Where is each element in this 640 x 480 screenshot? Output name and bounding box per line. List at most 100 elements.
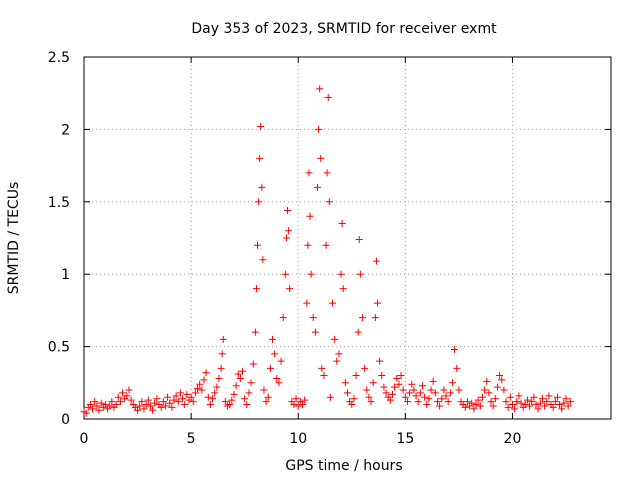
data-point	[551, 398, 559, 406]
data-point	[365, 393, 373, 401]
data-point	[146, 402, 154, 410]
data-point	[138, 398, 146, 406]
data-point	[487, 398, 495, 406]
data-point	[476, 402, 484, 410]
data-point	[560, 399, 568, 407]
data-point	[164, 393, 172, 401]
data-point	[406, 389, 414, 397]
data-point	[230, 390, 238, 398]
data-point	[453, 364, 461, 372]
data-point	[168, 403, 176, 411]
data-point	[414, 398, 422, 406]
data-point	[354, 328, 362, 336]
x-tick-label: 5	[187, 431, 196, 447]
data-point	[142, 401, 150, 409]
data-point	[472, 401, 480, 409]
data-point	[322, 241, 330, 249]
data-point	[106, 402, 114, 410]
data-point	[493, 383, 501, 391]
data-point	[323, 169, 331, 177]
data-point	[410, 386, 418, 394]
data-point	[189, 398, 197, 406]
chart-title: Day 353 of 2023, SRMTID for receiver exm…	[191, 21, 497, 37]
data-point	[251, 328, 259, 336]
data-point	[562, 395, 570, 403]
data-point	[446, 389, 454, 397]
data-point	[307, 270, 315, 278]
data-point	[316, 85, 324, 93]
x-tick-label: 0	[80, 431, 89, 447]
x-tick-label: 15	[396, 431, 414, 447]
data-point	[338, 220, 346, 228]
data-point	[423, 401, 431, 409]
data-point	[545, 392, 553, 400]
data-point	[311, 328, 319, 336]
data-point	[187, 393, 195, 401]
data-point	[395, 380, 403, 388]
data-point	[123, 392, 131, 400]
data-point	[108, 398, 116, 406]
data-point	[82, 409, 90, 417]
data-point	[427, 386, 435, 394]
data-point	[564, 402, 572, 410]
data-point	[543, 398, 551, 406]
data-point	[391, 383, 399, 391]
data-point	[534, 405, 542, 413]
data-point	[431, 389, 439, 397]
data-point	[140, 405, 148, 413]
data-point	[172, 392, 180, 400]
data-point	[266, 364, 274, 372]
data-point	[401, 393, 409, 401]
data-point	[239, 367, 247, 375]
data-point	[508, 401, 516, 409]
data-point	[352, 372, 360, 380]
data-point	[403, 398, 411, 406]
data-point	[256, 154, 264, 162]
data-point	[226, 401, 234, 409]
data-point	[513, 398, 521, 406]
data-point	[306, 212, 314, 220]
data-point	[517, 399, 525, 407]
data-point	[317, 154, 325, 162]
data-point	[528, 398, 536, 406]
data-point	[257, 123, 265, 131]
data-point	[500, 386, 508, 394]
data-point	[290, 401, 298, 409]
data-point	[174, 398, 182, 406]
data-point	[97, 399, 105, 407]
data-point	[361, 364, 369, 372]
data-point	[367, 398, 375, 406]
data-point	[324, 94, 332, 102]
data-point	[350, 395, 358, 403]
data-point	[286, 285, 294, 293]
data-point	[209, 395, 217, 403]
data-point	[335, 350, 343, 358]
data-point	[438, 395, 446, 403]
data-point	[416, 389, 424, 397]
data-point	[341, 379, 349, 387]
data-point	[284, 206, 292, 214]
data-point	[166, 399, 174, 407]
data-point	[523, 396, 531, 404]
data-point	[566, 398, 574, 406]
data-point	[232, 382, 240, 390]
data-point	[218, 350, 226, 358]
data-point	[136, 402, 144, 410]
data-point	[125, 386, 133, 394]
data-point	[151, 399, 159, 407]
data-point	[89, 405, 97, 413]
data-point	[198, 386, 206, 394]
data-point	[153, 395, 161, 403]
data-point	[363, 386, 371, 394]
data-point	[399, 386, 407, 394]
data-point	[386, 396, 394, 404]
data-point	[491, 395, 499, 403]
data-point	[355, 235, 363, 243]
data-point	[344, 389, 351, 397]
data-point	[309, 314, 317, 322]
data-point	[285, 227, 293, 235]
data-point	[329, 299, 337, 307]
data-point	[526, 402, 534, 410]
data-point	[451, 345, 459, 353]
